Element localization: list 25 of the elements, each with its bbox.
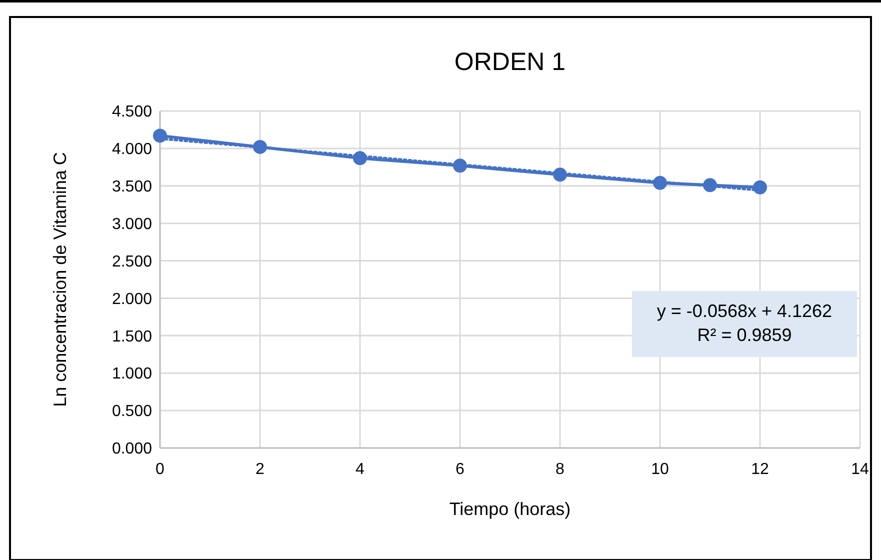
x-tick-label: 4 [356,461,365,478]
x-tick-label: 12 [751,461,769,478]
y-axis-title: Ln concentracion de Vitamina C [50,152,70,407]
y-tick-label: 2.000 [112,290,152,308]
x-tick-label: 0 [156,461,165,478]
x-tick-label: 2 [256,461,265,478]
point [153,128,167,143]
x-tick-label: 14 [851,461,869,478]
x-axis-title: Tiempo (horas) [449,499,571,519]
point [753,180,767,194]
y-tick-label: 0.000 [112,440,152,458]
y-tick-label: 3.500 [112,178,152,196]
x-tick-label: 10 [651,461,669,478]
x-tick-label: 6 [456,461,465,478]
chart-title: ORDEN 1 [454,48,566,76]
annotation: R² = 0.9859 [697,325,792,345]
x-tick-label: 8 [556,461,565,478]
y-tick-label: 1.000 [112,366,152,383]
y-tick-label: 0.500 [112,403,152,420]
y-tick-label: 4.500 [112,104,152,121]
annotation: y = -0.0568x + 4.1262 [656,301,832,321]
y-tick-label: 4.000 [112,141,152,158]
y-tick-label: 1.500 [112,328,152,346]
y-tick-label: 2.500 [112,253,152,270]
y-tick-label: 3.000 [112,216,152,233]
